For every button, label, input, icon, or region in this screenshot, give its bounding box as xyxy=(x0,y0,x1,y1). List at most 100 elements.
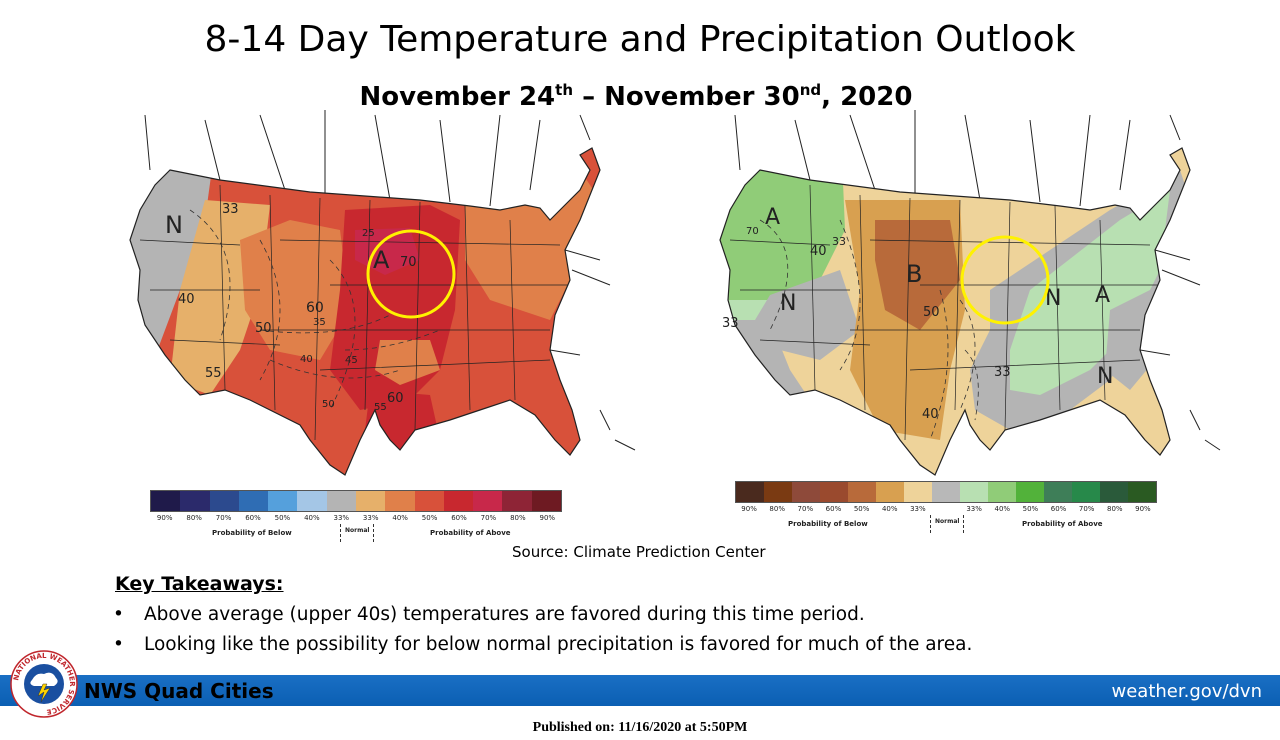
temperature-legend-ticks: 90% 80% 70% 60% 50% 40% 33% 33% 40% 50% 60% 70% 80% 9… xyxy=(150,514,562,526)
precipitation-legend: 90% 80% 70% 60% 50% 40% 33% 33% 40% 50% 60% 70% 80% 9… xyxy=(735,481,1157,539)
below-caption: Probability of Below xyxy=(212,529,292,537)
precipitation-legend-swatches xyxy=(735,481,1157,503)
precipitation-legend-ticks: 90% 80% 70% 60% 50% 40% 33% 33% 40% 50% 60% 70% 80% 9… xyxy=(735,505,1157,517)
temperature-legend-swatches xyxy=(150,490,562,512)
contour-label: 33 xyxy=(222,202,239,217)
legend-tick-label: 50% xyxy=(421,514,438,522)
nws-logo-icon: NATIONAL WEATHER SERVICE xyxy=(10,650,78,718)
category-letter: N xyxy=(1045,286,1061,311)
above-caption: Probability of Above xyxy=(1022,520,1103,528)
contour-label: 33 xyxy=(832,235,846,248)
legend-swatch xyxy=(792,482,820,502)
list-item: Looking like the possibility for below n… xyxy=(113,630,972,660)
legend-tick-label: 80% xyxy=(1107,505,1123,513)
category-letter: N xyxy=(1097,364,1113,389)
contour-label: 55 xyxy=(205,366,222,381)
legend-swatch xyxy=(820,482,848,502)
contour-label: 45 xyxy=(345,355,358,366)
contour-label: 60 xyxy=(387,391,404,406)
legend-tick-label: 70% xyxy=(797,505,814,513)
legend-tick-label: 40% xyxy=(392,514,408,522)
contour-label: 40 xyxy=(300,354,313,365)
temperature-legend-captions: Probability of Below Normal Probability … xyxy=(150,524,562,542)
office-name: NWS Quad Cities xyxy=(84,679,274,703)
contour-label: 33 xyxy=(994,365,1011,380)
contour-label: 40 xyxy=(178,292,195,307)
legend-tick-label: 60% xyxy=(825,505,842,513)
legend-swatch xyxy=(1044,482,1072,502)
temperature-legend: 90% 80% 70% 60% 50% 40% 33% 33% 40% 50% 60% 70% 80% 9… xyxy=(150,490,562,548)
legend-tick-label: 60% xyxy=(451,514,467,522)
legend-swatch xyxy=(355,491,386,511)
legend-swatch xyxy=(385,491,415,511)
legend-swatch xyxy=(414,491,444,511)
contour-lines xyxy=(759,219,979,441)
contour-lines xyxy=(189,209,441,411)
legend-swatch xyxy=(764,482,792,502)
precipitation-legend-captions: Probability of Below Normal Probability … xyxy=(735,515,1157,533)
legend-swatch xyxy=(473,491,503,511)
legend-tick-label: 50% xyxy=(1022,505,1039,513)
slide-title: 8-14 Day Temperature and Precipitation O… xyxy=(204,19,1076,60)
below-caption: Probability of Below xyxy=(788,520,868,528)
legend-tick-label: 40% xyxy=(304,514,320,522)
footer-banner: NWS Quad Cities weather.gov/dvn xyxy=(0,675,1280,706)
legend-swatch xyxy=(209,491,239,511)
temperature-category-letters: N A xyxy=(165,211,390,274)
precipitation-category-letters: A N B N A N xyxy=(765,205,1113,389)
year: , 2020 xyxy=(821,82,913,112)
normal-caption: Normal xyxy=(340,524,375,542)
contour-label: 70 xyxy=(746,226,759,237)
contour-label: 70 xyxy=(400,255,417,270)
category-letter: N xyxy=(165,211,183,239)
contour-label: 35 xyxy=(313,317,326,328)
legend-swatch xyxy=(443,491,474,511)
contour-label: 33 xyxy=(722,316,739,331)
legend-swatch xyxy=(1016,482,1044,502)
legend-tick-label: 33% xyxy=(966,505,982,513)
category-letter: A xyxy=(1095,283,1110,308)
us-outline xyxy=(719,147,1191,476)
normal-caption: Normal xyxy=(930,515,965,533)
legend-swatch xyxy=(238,491,269,511)
published-timestamp: Published on: 11/16/2020 at 5:50PM xyxy=(532,720,748,735)
legend-tick-label: 50% xyxy=(274,514,291,522)
legend-tick-label: 70% xyxy=(215,514,232,522)
date-dash: – xyxy=(573,82,605,112)
legend-swatch xyxy=(180,491,210,511)
us-outline xyxy=(129,147,601,476)
end-date: November 30 xyxy=(604,82,800,112)
category-letter: N xyxy=(780,291,796,316)
legend-swatch xyxy=(502,491,532,511)
legend-tick-label: 90% xyxy=(741,505,757,513)
legend-swatch xyxy=(848,482,876,502)
contour-label: 25 xyxy=(362,228,375,239)
legend-swatch xyxy=(151,491,181,511)
category-letter: A xyxy=(765,205,780,230)
legend-tick-label: 80% xyxy=(186,514,202,522)
contour-label: 40 xyxy=(810,244,827,259)
state-borders xyxy=(729,184,1160,441)
category-letter: A xyxy=(373,246,390,274)
legend-swatch xyxy=(326,491,356,511)
highlight-circle xyxy=(960,235,1050,325)
legend-swatch xyxy=(736,482,764,502)
key-takeaways-list: Above average (upper 40s) temperatures a… xyxy=(113,600,972,660)
legend-tick-label: 80% xyxy=(510,514,526,522)
legend-swatch xyxy=(531,491,561,511)
highlight-circle xyxy=(366,229,456,319)
start-suffix: th xyxy=(555,81,574,99)
legend-swatch xyxy=(932,482,960,502)
legend-swatch xyxy=(1072,482,1100,502)
start-date: November 24 xyxy=(359,82,556,112)
legend-swatch xyxy=(1100,482,1128,502)
contour-label: 50 xyxy=(255,321,272,336)
contour-label: 50 xyxy=(322,399,335,410)
map-background-lines xyxy=(144,110,636,451)
legend-tick-label: 90% xyxy=(539,514,556,522)
legend-tick-label: 40% xyxy=(994,505,1011,513)
list-item: Above average (upper 40s) temperatures a… xyxy=(113,600,972,630)
office-url[interactable]: weather.gov/dvn xyxy=(1111,681,1262,702)
category-letter: B xyxy=(906,260,922,288)
legend-tick-label: 60% xyxy=(1050,505,1067,513)
